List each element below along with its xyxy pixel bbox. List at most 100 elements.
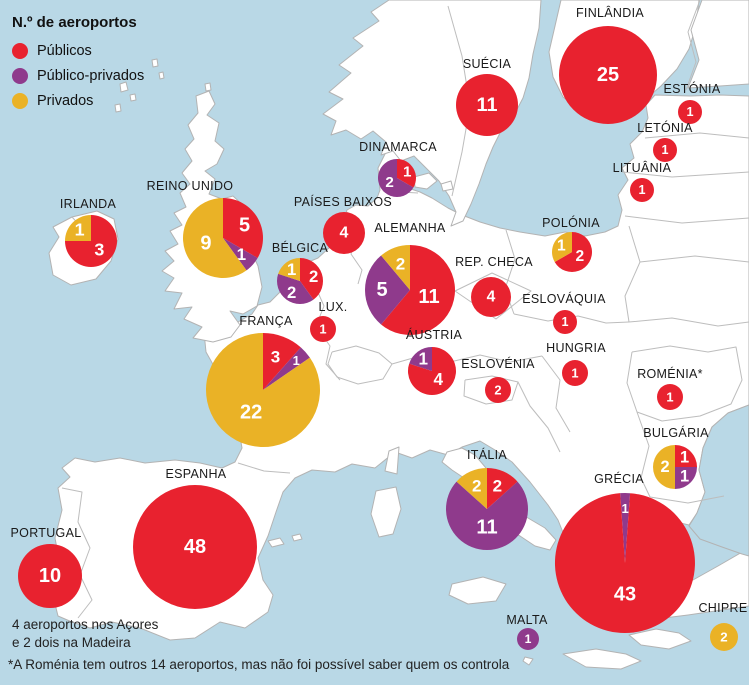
country-pie-irlanda: 31 IRLANDA	[60, 197, 117, 267]
publicos-dot-icon	[12, 43, 28, 59]
legend-label-publico-privados: Público-privados	[37, 68, 145, 84]
pie-slice-privados	[381, 245, 410, 290]
legend: N.º de aeroportos Públicos Público-priva…	[12, 14, 144, 118]
country-pie-est-nia: 1 ESTÓNIA	[664, 81, 721, 124]
country-pie-litu-nia: 1 LITUÂNIA	[613, 160, 671, 202]
country-pie-chipre: 2 CHIPRE	[698, 601, 747, 651]
privados-dot-icon	[12, 93, 28, 109]
pie-value: 2	[472, 476, 481, 495]
country-pie-dinamarca: 12 DINAMARCA	[359, 140, 437, 197]
note-azores: 4 aeroportos nos Açores e 2 dois na Made…	[12, 616, 158, 652]
country-label-eslov-quia: ESLOVÁQUIA	[522, 291, 606, 306]
country-pie-pa-ses-baixos: 4 PAÍSES BAIXOS	[294, 194, 392, 254]
pie-value: 2	[661, 458, 670, 476]
pie-slice-publicos	[553, 310, 577, 334]
country-label-rom-nia: ROMÉNIA*	[637, 366, 703, 381]
country-pie-hungria: 1 HUNGRIA	[546, 341, 606, 386]
landmass-sardinia	[370, 486, 402, 538]
pie-value: 1	[661, 143, 668, 157]
pie-slice-publicos	[223, 198, 263, 258]
landmass-balearics	[267, 533, 303, 548]
pie-slice-publicos	[562, 360, 588, 386]
country-pie-rom-nia: 1 ROMÉNIA*	[637, 366, 703, 410]
country-pie-lux: 1 LUX.	[310, 300, 348, 342]
note-romania: *A Roménia tem outros 14 aeroportos, mas…	[8, 657, 510, 672]
country-pie-bulg-ria: 1 12 BULGÁRIA	[643, 425, 709, 489]
country-label-portugal: PORTUGAL	[11, 526, 82, 540]
pie-slice-publicos	[653, 138, 677, 162]
pie-slice-publicos	[554, 232, 593, 272]
pie-value: 1	[293, 353, 300, 368]
country-label-dinamarca: DINAMARCA	[359, 140, 437, 154]
pie-slice-publico_privados	[364, 255, 410, 325]
legend-label-privados: Privados	[37, 93, 94, 109]
legend-item-publicos: Públicos	[12, 43, 144, 59]
legend-item-privados: Privados	[12, 93, 144, 109]
country-label-lux: LUX.	[319, 300, 348, 314]
legend-title: N.º de aeroportos	[12, 14, 137, 31]
country-label-irlanda: IRLANDA	[60, 197, 117, 211]
pie-slice-publico_privados	[377, 159, 414, 197]
pie-slice-privados	[710, 623, 738, 651]
pie-value: 48	[184, 536, 206, 558]
pie-slice-privados	[182, 198, 247, 278]
pie-slice-privados	[653, 445, 675, 489]
landmass-cyprus	[628, 628, 692, 650]
pie-slice-publicos	[487, 468, 518, 509]
pie-value: 43	[614, 584, 636, 606]
pie-slice-publico_privados	[223, 238, 258, 271]
pie-value: 2	[385, 174, 393, 191]
landmass-corsica	[384, 446, 400, 475]
country-label-fran-a: FRANÇA	[239, 314, 293, 328]
landmass-russia	[687, 0, 749, 89]
pie-slice-publicos	[456, 74, 518, 136]
pie-value: 2	[309, 267, 318, 286]
legend-label-publicos: Públicos	[37, 43, 92, 59]
pie-slice-privados	[206, 333, 321, 447]
pie-slice-publicos	[381, 245, 455, 335]
country-pie-alemanha: 11 52 ALEMANHA	[364, 221, 455, 335]
landmass-scottish-isles	[114, 58, 212, 113]
pie-value: 3	[94, 239, 104, 259]
country-label-gr-cia: GRÉCIA	[594, 471, 644, 486]
pie-value: 11	[476, 517, 497, 539]
pie-value: 1	[237, 245, 246, 264]
pie-slice-publico_privados	[517, 628, 539, 650]
pie-value: 9	[200, 233, 211, 255]
pie-slice-publicos	[630, 178, 654, 202]
country-label-eslov-nia: ESLOVÉNIA	[461, 356, 535, 371]
pie-slice-publico_privados	[620, 493, 631, 563]
pie-slice-publicos	[18, 544, 82, 608]
country-pie-pol-nia: 21 POLÓNIA	[542, 215, 600, 272]
pie-value: 1	[666, 390, 673, 405]
pie-value: 2	[493, 476, 502, 495]
pie-value: 1	[680, 448, 689, 466]
pie-value: 1	[319, 322, 326, 337]
country-label-ustria: ÁUSTRIA	[406, 327, 463, 342]
pie-slice-publicos	[559, 26, 657, 124]
country-pie-it-lia: 2 11 2 ITÁLIA	[445, 447, 528, 551]
country-label-alemanha: ALEMANHA	[374, 221, 446, 235]
pie-value: 1	[557, 237, 566, 254]
black-sea	[688, 404, 749, 557]
pie-value: 1	[525, 632, 532, 646]
pie-value: 10	[39, 565, 61, 587]
landmass-crete	[562, 648, 642, 670]
pie-value: 1	[571, 366, 578, 381]
country-pie-portugal: 10 PORTUGAL	[11, 526, 82, 608]
country-pie-gr-cia: 1 43 GRÉCIA	[554, 471, 695, 634]
country-label-espanha: ESPANHA	[166, 467, 227, 481]
country-label-let-nia: LETÓNIA	[637, 120, 693, 135]
country-label-hungria: HUNGRIA	[546, 341, 606, 355]
country-pie-let-nia: 1 LETÓNIA	[637, 120, 693, 162]
pie-value: 1	[287, 260, 296, 279]
pie-value: 1	[561, 315, 568, 329]
pie-slice-publicos	[300, 258, 324, 300]
landmass-malta	[522, 656, 534, 666]
pie-value: 25	[597, 64, 619, 86]
pie-value: 1	[638, 183, 645, 197]
pie-value: 1	[419, 350, 429, 369]
pie-slice-publico_privados	[675, 467, 697, 489]
pie-slice-privados	[552, 232, 572, 262]
